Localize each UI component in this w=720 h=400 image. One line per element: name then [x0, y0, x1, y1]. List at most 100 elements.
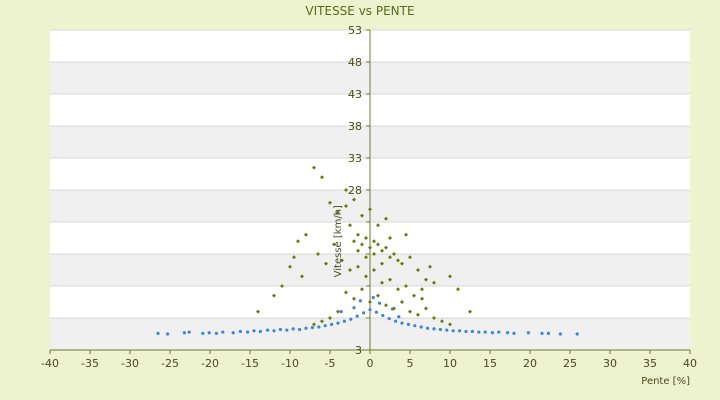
data-point	[374, 310, 378, 314]
data-point	[477, 330, 481, 334]
data-point	[324, 261, 328, 266]
data-point	[372, 239, 376, 244]
data-point	[394, 319, 398, 323]
data-point	[483, 330, 487, 334]
data-point	[371, 295, 375, 300]
y-tick-label: 48	[348, 56, 362, 69]
data-point	[388, 236, 392, 240]
data-point	[344, 290, 348, 295]
data-point	[380, 248, 384, 253]
data-point	[448, 322, 452, 327]
data-point	[419, 325, 423, 329]
data-point	[298, 327, 302, 332]
data-point	[291, 327, 295, 331]
data-point	[280, 284, 284, 288]
data-point	[344, 188, 348, 192]
data-points	[156, 165, 579, 336]
data-point	[187, 330, 191, 334]
data-point	[320, 319, 324, 324]
data-point	[424, 306, 428, 311]
data-point	[348, 223, 352, 228]
data-point	[340, 258, 344, 263]
data-point	[512, 331, 516, 335]
data-point	[384, 245, 388, 250]
data-point	[372, 252, 376, 256]
x-tick-label: 15	[483, 357, 497, 370]
data-point	[356, 232, 360, 237]
data-point	[404, 284, 408, 288]
data-point	[336, 210, 340, 215]
data-point	[448, 274, 452, 279]
data-point	[304, 232, 308, 237]
x-tick-label: 40	[683, 357, 697, 370]
x-tick-label: -5	[325, 357, 336, 370]
data-point	[364, 255, 368, 260]
data-point	[339, 310, 343, 314]
data-point	[408, 255, 412, 260]
data-point	[400, 321, 404, 325]
data-point	[292, 255, 296, 260]
data-point	[285, 328, 289, 332]
data-point	[420, 296, 424, 301]
data-point	[266, 328, 270, 332]
data-point	[221, 330, 225, 334]
data-point	[364, 236, 368, 240]
data-point	[360, 242, 364, 247]
data-point	[470, 329, 474, 334]
data-point	[376, 223, 380, 228]
data-point	[432, 327, 436, 331]
y-tick-label: 33	[348, 152, 362, 165]
data-point	[368, 308, 372, 312]
data-point	[416, 312, 420, 317]
data-point	[412, 293, 416, 298]
data-point	[372, 268, 376, 272]
data-point	[400, 261, 404, 266]
y-axis-ticks: 3 28 33 38 43 48 53	[348, 24, 370, 357]
x-tick-label: 0	[367, 357, 374, 370]
data-point	[252, 329, 256, 333]
data-point	[316, 252, 320, 256]
data-point	[362, 311, 366, 315]
data-point	[490, 331, 494, 335]
data-point	[392, 306, 396, 311]
data-point	[355, 314, 359, 318]
data-point	[408, 309, 412, 314]
data-point	[360, 213, 364, 218]
data-point	[272, 293, 276, 298]
data-point	[360, 287, 364, 292]
x-tick-label: -15	[241, 357, 259, 370]
data-point	[336, 309, 340, 314]
data-point	[497, 330, 501, 334]
data-point	[310, 326, 314, 330]
data-point	[397, 315, 401, 319]
data-point	[349, 317, 353, 321]
data-point	[344, 204, 348, 208]
data-point	[387, 317, 391, 321]
x-axis-ticks: -40 -35 -30 -25 -20 -15 -10 -5 0 5 10 15 20 25 30 35 40	[41, 350, 697, 370]
y-tick-label: 28	[348, 184, 362, 197]
data-point	[384, 216, 388, 221]
data-point	[413, 324, 417, 328]
data-point	[332, 242, 336, 247]
data-point	[364, 274, 368, 279]
data-point	[348, 268, 352, 272]
data-point	[420, 287, 424, 292]
data-point	[238, 329, 242, 334]
data-point	[201, 331, 205, 335]
data-point	[384, 303, 388, 308]
data-point	[378, 301, 382, 305]
x-axis-label: Pente [%]	[641, 376, 690, 387]
data-point	[352, 306, 356, 310]
x-tick-label: 35	[643, 357, 657, 370]
data-point	[438, 327, 442, 332]
data-point	[464, 329, 468, 334]
x-tick-label: -40	[41, 357, 59, 370]
data-point	[336, 321, 340, 325]
data-point	[182, 331, 186, 335]
x-tick-label: -10	[281, 357, 299, 370]
data-point	[256, 309, 260, 314]
data-point	[381, 313, 385, 318]
data-point	[328, 200, 332, 205]
data-point	[451, 329, 455, 333]
x-tick-label: 25	[563, 357, 577, 370]
